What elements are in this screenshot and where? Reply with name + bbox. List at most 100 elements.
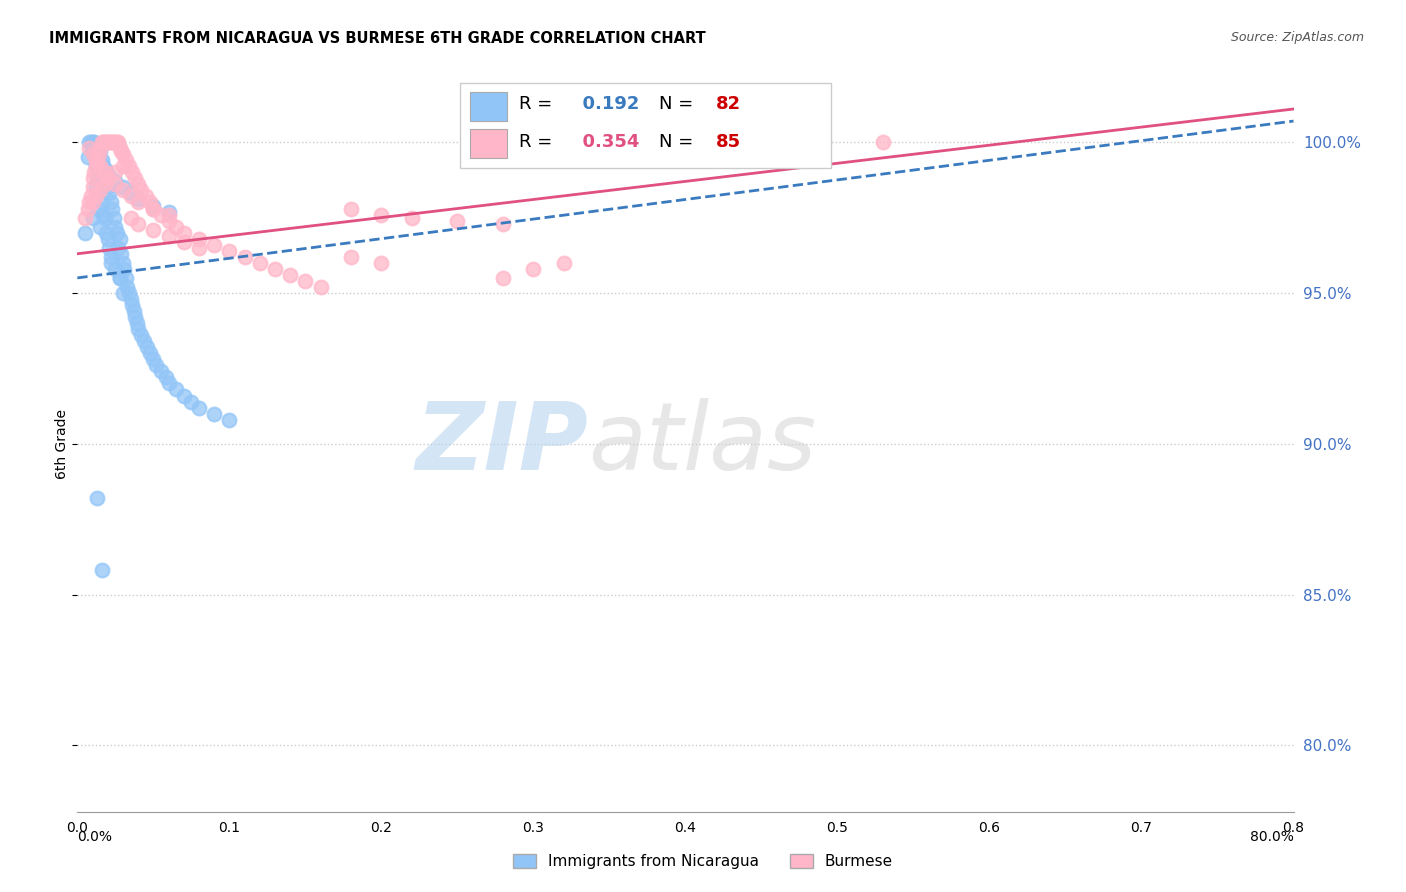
Point (120, 189, 142, 203)
Point (118, 159, 141, 173)
Point (93, 165, 115, 179)
Point (82, 171, 104, 186)
Point (492, 271, 515, 285)
Point (218, 244, 240, 258)
Point (401, 211, 423, 225)
Point (98, 186, 121, 201)
Point (86, 491, 108, 505)
Point (598, 135, 620, 149)
Text: R =: R = (519, 133, 558, 151)
Point (120, 186, 142, 201)
Point (93, 178, 115, 192)
Y-axis label: 6th Grade: 6th Grade (55, 409, 69, 479)
Point (142, 202, 165, 216)
Point (82, 141, 104, 155)
Point (872, 135, 894, 149)
Point (157, 213, 180, 227)
Point (136, 340, 159, 354)
Point (97, 135, 120, 149)
Point (173, 235, 195, 249)
Point (80, 135, 103, 149)
Point (82, 141, 104, 155)
Point (96, 171, 118, 186)
Point (124, 310, 146, 324)
Point (120, 211, 142, 225)
Point (125, 316, 148, 330)
Point (104, 261, 127, 276)
Point (97, 171, 120, 186)
Text: 0.354: 0.354 (569, 133, 640, 151)
Point (233, 250, 256, 264)
Point (127, 322, 149, 336)
Point (107, 241, 129, 255)
Point (89, 156, 111, 170)
Point (149, 364, 172, 378)
Point (93, 165, 115, 179)
Point (264, 261, 287, 276)
Point (77, 202, 100, 216)
Point (104, 135, 127, 149)
Point (114, 261, 136, 276)
Point (90, 195, 112, 210)
Point (100, 250, 122, 264)
Point (104, 219, 127, 234)
Point (129, 328, 152, 343)
Point (89, 219, 111, 234)
Text: N =: N = (658, 95, 699, 112)
Point (127, 178, 149, 192)
Point (127, 217, 149, 231)
Point (87, 202, 110, 216)
Point (100, 135, 122, 149)
Legend: Immigrants from Nicaragua, Burmese: Immigrants from Nicaragua, Burmese (508, 848, 898, 875)
Point (111, 180, 134, 194)
Point (108, 141, 131, 155)
Point (90, 135, 112, 149)
Point (89, 159, 111, 173)
Point (145, 359, 167, 373)
Text: 0.0%: 0.0% (77, 830, 112, 844)
Point (118, 285, 141, 300)
Point (115, 153, 138, 168)
Point (370, 256, 392, 270)
Point (73, 211, 96, 225)
Point (188, 401, 211, 415)
Point (89, 165, 111, 179)
Point (111, 183, 134, 197)
Point (103, 211, 125, 225)
Point (105, 135, 128, 149)
Text: Source: ZipAtlas.com: Source: ZipAtlas.com (1230, 31, 1364, 45)
Point (553, 256, 575, 270)
Point (82, 211, 104, 225)
Point (87, 147, 110, 161)
Point (202, 237, 225, 252)
Point (108, 232, 131, 246)
Point (97, 180, 120, 194)
Point (157, 376, 180, 391)
Point (89, 183, 111, 197)
Point (82, 195, 104, 210)
Point (103, 135, 125, 149)
FancyBboxPatch shape (460, 83, 831, 168)
Point (105, 226, 128, 240)
Point (108, 271, 131, 285)
Point (129, 183, 152, 197)
Point (139, 195, 162, 210)
Point (93, 135, 115, 149)
Point (121, 298, 143, 312)
Point (97, 232, 120, 246)
Point (79, 141, 101, 155)
Point (96, 135, 118, 149)
Point (370, 208, 392, 222)
Point (142, 202, 165, 216)
Point (89, 141, 111, 155)
Point (86, 141, 108, 155)
Point (111, 159, 134, 173)
Point (82, 180, 104, 194)
Point (84, 159, 107, 173)
Point (97, 169, 120, 183)
Point (82, 147, 104, 161)
FancyBboxPatch shape (470, 92, 506, 121)
Point (79, 195, 101, 210)
Point (93, 162, 115, 177)
Text: 80.0%: 80.0% (1250, 830, 1294, 844)
